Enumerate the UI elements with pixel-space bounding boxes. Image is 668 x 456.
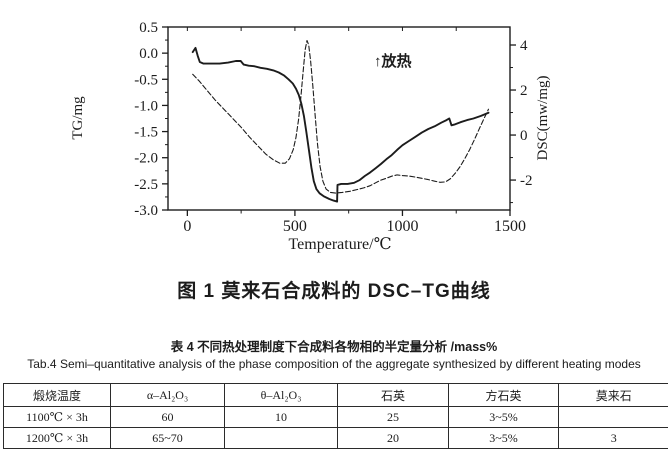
x-axis-title: Temperature/℃ <box>289 236 392 253</box>
figure-caption: 图 1 莫来石合成料的 DSC–TG曲线 <box>177 281 491 302</box>
cell-theta-1200 <box>224 427 338 449</box>
y-right-tick-label: 4 <box>520 38 528 54</box>
cell-temp-1100: 1100℃ × 3h <box>3 406 111 428</box>
cell-alpha-1200: 65~70 <box>110 427 225 449</box>
phase-table: 煅烧温度 α–Al₂O₃ θ–Al₂O₃ 石英 方石英 莫来石 1100℃ × … <box>3 383 668 449</box>
cell-mullite-1100 <box>558 406 668 428</box>
table-title-cn: 表 4 不同热处理制度下合成料各物相的半定量分析 /mass% <box>170 340 498 354</box>
x-tick-label: 0 <box>183 218 191 235</box>
column-header-quartz: 石英 <box>337 383 449 407</box>
column-header-theta-al2o3: θ–Al₂O₃ <box>224 383 338 407</box>
series-tg-curve <box>191 46 490 203</box>
phase-table-header-row: 煅烧温度 α–Al₂O₃ θ–Al₂O₃ 石英 方石英 莫来石 <box>3 383 668 407</box>
x-tick-label: 1500 <box>494 218 526 235</box>
y-left-tick-label: 0.5 <box>139 20 158 36</box>
chart-axes: 0 500 1000 1500 0.5 0.0 -0.5 -1.0 -1.5 -2.0 -2.5 -3… <box>134 20 532 235</box>
y-left-tick-label: -0.5 <box>134 72 158 88</box>
y-left-tick-label: -1.0 <box>134 98 158 114</box>
cell-alpha-1100: 60 <box>110 406 225 428</box>
column-header-cristobalite: 方石英 <box>448 383 559 407</box>
y-right-axis-title: DSC(mw/mg) <box>535 75 551 160</box>
cell-temp-1200: 1200℃ × 3h <box>3 427 111 449</box>
table-row-1200c: 1200℃ × 3h 65~70 20 3~5% 3 <box>3 427 668 449</box>
x-tick-label: 1000 <box>386 218 418 235</box>
cell-mullite-1200: 3 <box>558 427 668 449</box>
y-left-tick-label: 0.0 <box>139 46 158 62</box>
x-tick-label: 500 <box>283 218 307 235</box>
cell-cristobalite-1200: 3~5% <box>448 427 559 449</box>
y-right-tick-label: -2 <box>520 173 533 189</box>
cell-quartz-1200: 20 <box>337 427 449 449</box>
column-header-calcination-temp: 煅烧温度 <box>3 383 111 407</box>
y-left-tick-label: -2.5 <box>134 177 158 193</box>
column-header-mullite: 莫来石 <box>558 383 668 407</box>
dsc-tg-chart: 0 500 1000 1500 0.5 0.0 -0.5 -1.0 -1.5 -2.0 -2.5 -3… <box>70 20 551 253</box>
cell-quartz-1100: 25 <box>337 406 449 428</box>
y-left-axis-title-text: TG/mg <box>70 96 86 140</box>
table-row-1100c: 1100℃ × 3h 60 10 25 3~5% <box>3 406 668 428</box>
y-left-tick-label: -2.0 <box>134 151 158 167</box>
y-left-tick-label: -3.0 <box>134 203 158 219</box>
y-left-tick-label: -1.5 <box>134 125 158 141</box>
y-right-axis-title-text: DSC(mw/mg) <box>535 75 551 160</box>
column-header-alpha-al2o3: α–Al₂O₃ <box>110 383 225 407</box>
series-dsc-curve <box>192 39 490 194</box>
y-right-tick-label: 0 <box>520 128 528 144</box>
cell-cristobalite-1100: 3~5% <box>448 406 559 428</box>
table-title-en: Tab.4 Semi–quantitative analysis of the … <box>27 357 641 371</box>
exotherm-annotation: ↑放热 <box>374 52 412 70</box>
plot-frame <box>167 26 511 211</box>
y-left-axis-title: TG/mg <box>70 96 86 140</box>
y-right-tick-label: 2 <box>520 83 528 99</box>
cell-theta-1100: 10 <box>224 406 338 428</box>
